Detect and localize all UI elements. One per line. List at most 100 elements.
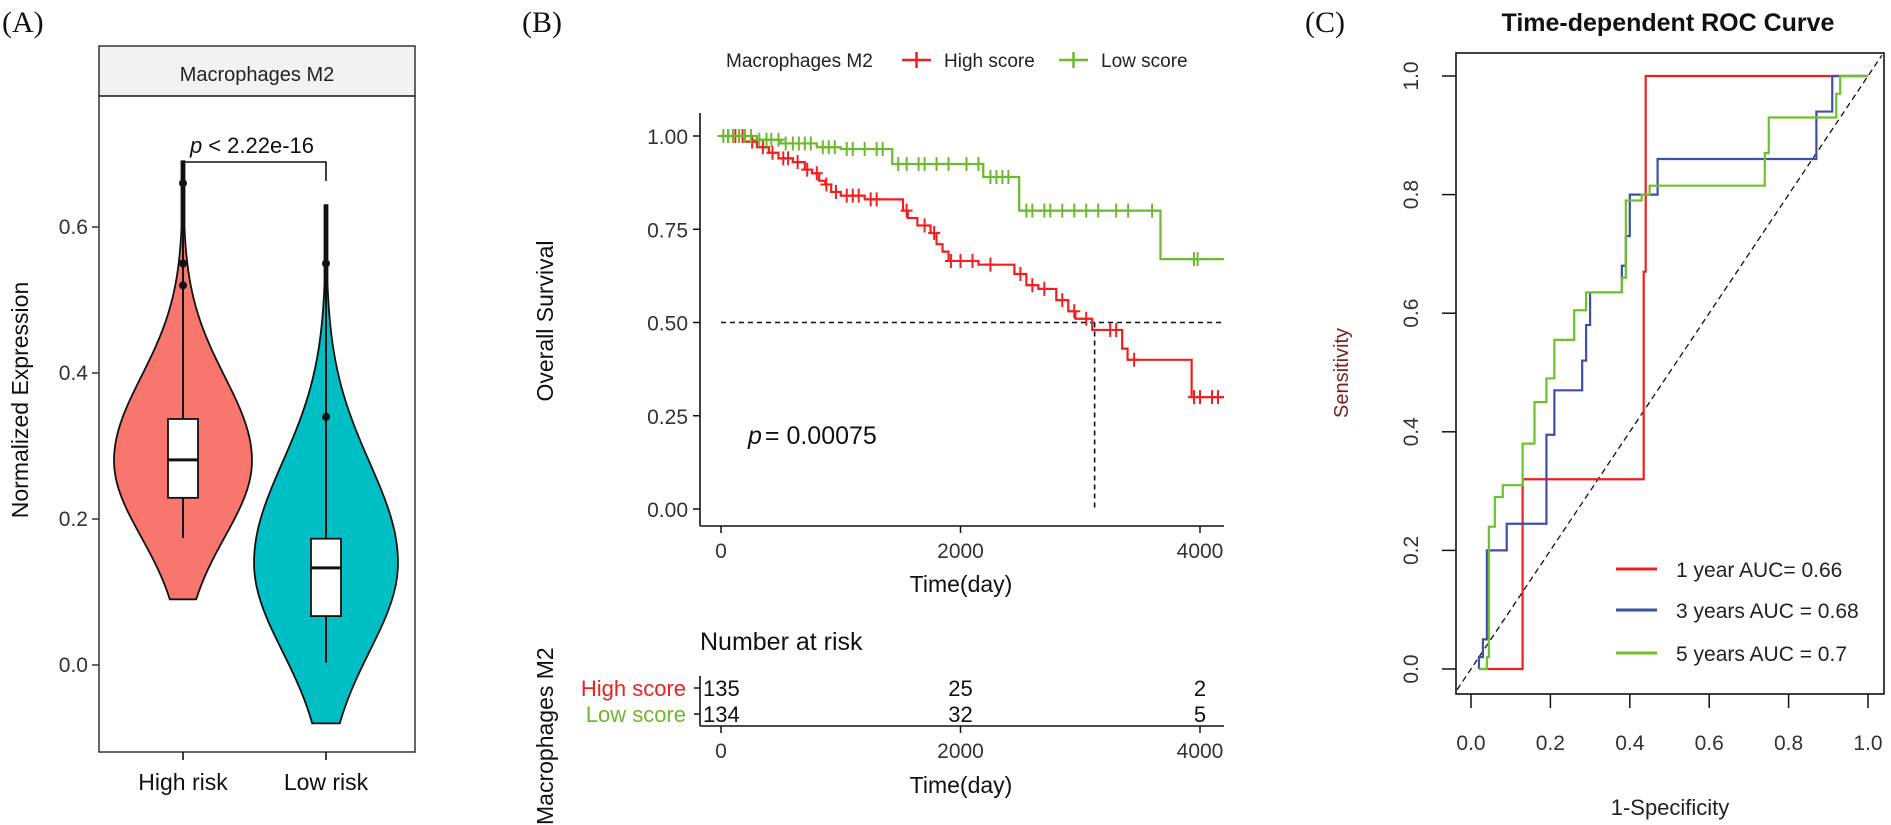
survival-curve-low-score bbox=[721, 134, 1224, 261]
y-tick-label: 1.0 bbox=[1400, 61, 1423, 90]
chart-title: Time-dependent ROC Curve bbox=[1502, 9, 1835, 37]
legend: Macrophages M2 High score Low score bbox=[726, 51, 1188, 72]
y-tick-label: 0.75 bbox=[647, 219, 688, 242]
censor-mark bbox=[960, 156, 973, 171]
roc-curves bbox=[1456, 54, 1883, 691]
y-tick-label: 0.6 bbox=[59, 216, 88, 239]
x-tick-label: 0 bbox=[715, 540, 727, 563]
kaplan-meier-chart: Macrophages M2 High score Low score 0.00… bbox=[532, 51, 1224, 825]
censor-mark bbox=[810, 166, 823, 181]
panel-label-c: (C) bbox=[1305, 6, 1345, 39]
risk-x-axis-title: Time(day) bbox=[910, 772, 1013, 798]
roc-curve-1-year bbox=[1478, 74, 1868, 671]
censor-mark bbox=[870, 192, 883, 207]
axes-ticks: 0.00 0.25 0.50 0.75 1.00 0 2000 4000 bbox=[647, 126, 1223, 563]
p-symbol: p bbox=[747, 422, 762, 450]
y-tick-label: 0.25 bbox=[647, 406, 688, 429]
censor-mark bbox=[1194, 390, 1206, 405]
risk-count: 25 bbox=[948, 676, 972, 701]
risk-row-label: High score bbox=[581, 676, 686, 701]
censor-mark bbox=[918, 218, 931, 233]
legend-label: 1 year AUC= 0.66 bbox=[1676, 559, 1842, 582]
panel-label-b: (B) bbox=[522, 6, 562, 39]
roc-curve-3-years bbox=[1477, 74, 1868, 669]
roc-chart: Time-dependent ROC Curve 0.0 0.2 0.4 0.6 0.8… bbox=[1331, 9, 1885, 820]
facet-strip bbox=[98, 45, 416, 97]
y-tick-label: 0.50 bbox=[647, 313, 688, 336]
x-tick-label: 0.8 bbox=[1774, 732, 1803, 755]
censor-mark bbox=[1122, 203, 1135, 218]
censor-mark bbox=[852, 188, 865, 203]
y-axis-title: Sensitivity bbox=[1331, 328, 1353, 418]
censor-mark bbox=[782, 151, 795, 166]
censor-mark bbox=[1191, 252, 1204, 267]
legend-swatch bbox=[1059, 52, 1088, 68]
risk-row-label: Low score bbox=[586, 702, 686, 727]
x-tick-label: 0.2 bbox=[1536, 732, 1565, 755]
censor-mark bbox=[928, 225, 941, 240]
censor-mark bbox=[1026, 203, 1039, 218]
risk-x-tick-label: 2000 bbox=[937, 740, 984, 763]
y-tick-label: 0.2 bbox=[59, 508, 88, 531]
censor-mark bbox=[1056, 203, 1069, 218]
censor-mark bbox=[801, 162, 814, 177]
legend-title: Macrophages M2 bbox=[726, 51, 873, 72]
censor-mark bbox=[1211, 390, 1224, 405]
y-tick-label: 0.2 bbox=[1400, 536, 1423, 565]
censor-mark bbox=[1056, 293, 1069, 308]
censor-mark bbox=[1092, 203, 1105, 218]
censor-mark bbox=[766, 145, 779, 160]
outlier-point bbox=[179, 259, 187, 268]
x-tick-label: 4000 bbox=[1177, 540, 1224, 563]
significance-bracket bbox=[182, 161, 327, 181]
censor-mark bbox=[900, 203, 913, 218]
legend-item-high-score bbox=[902, 52, 931, 68]
censor-mark bbox=[828, 140, 841, 155]
legend-label: High score bbox=[944, 51, 1035, 72]
y-tick-label: 0.4 bbox=[59, 362, 89, 385]
facet-strip-title: Macrophages M2 bbox=[180, 64, 335, 86]
p-value-text: = 0.00075 bbox=[765, 422, 877, 450]
y-tick-label: 0.0 bbox=[59, 654, 88, 677]
x-tick-label: 2000 bbox=[937, 540, 984, 563]
censor-mark bbox=[876, 142, 889, 157]
censor-mark bbox=[972, 156, 985, 171]
outlier-point bbox=[322, 412, 330, 421]
x-tick-label: 0.6 bbox=[1695, 732, 1724, 755]
significance-annotation: p < 2.22e-16 bbox=[182, 133, 327, 181]
censor-mark bbox=[1068, 203, 1081, 218]
censor-mark bbox=[791, 155, 804, 170]
roc-curve-5-years bbox=[1478, 74, 1868, 671]
plot-frame bbox=[98, 95, 416, 753]
x-tick-label: High risk bbox=[138, 769, 228, 795]
legend-swatch bbox=[902, 52, 931, 68]
censor-mark bbox=[1128, 352, 1141, 367]
censor-mark bbox=[804, 136, 817, 151]
censor-mark bbox=[744, 129, 757, 143]
panel-label-a: (A) bbox=[2, 6, 44, 39]
box-iqr bbox=[310, 537, 342, 617]
risk-x-tick-label: 0 bbox=[715, 740, 727, 763]
censor-mark bbox=[942, 156, 955, 171]
risk-table: Number at risk High score 135 25 2 Low score… bbox=[532, 628, 1224, 825]
x-axis-title: 1-Specificity bbox=[1611, 795, 1730, 820]
violins bbox=[113, 160, 399, 725]
risk-count: 135 bbox=[703, 676, 740, 701]
legend-label: 3 years AUC = 0.68 bbox=[1676, 600, 1859, 623]
censor-mark bbox=[1146, 203, 1159, 218]
censor-mark bbox=[820, 177, 833, 192]
censor-mark bbox=[1014, 267, 1027, 282]
censor-mark bbox=[829, 184, 842, 199]
y-tick-label: 0.00 bbox=[647, 499, 688, 522]
x-tick-label: Low risk bbox=[284, 769, 369, 795]
legend-item-low-score bbox=[1059, 52, 1088, 68]
censor-mark bbox=[846, 142, 859, 157]
censor-mark bbox=[984, 257, 997, 272]
y-tick-label: 1.00 bbox=[647, 126, 688, 149]
risk-x-tick-label: 4000 bbox=[1177, 740, 1224, 763]
reference-diagonal bbox=[1456, 54, 1883, 691]
y-axis: 0.0 0.2 0.4 0.6 bbox=[59, 216, 99, 677]
legend-label: Low score bbox=[1101, 51, 1188, 72]
y-tick-label: 0.0 bbox=[1400, 654, 1423, 683]
